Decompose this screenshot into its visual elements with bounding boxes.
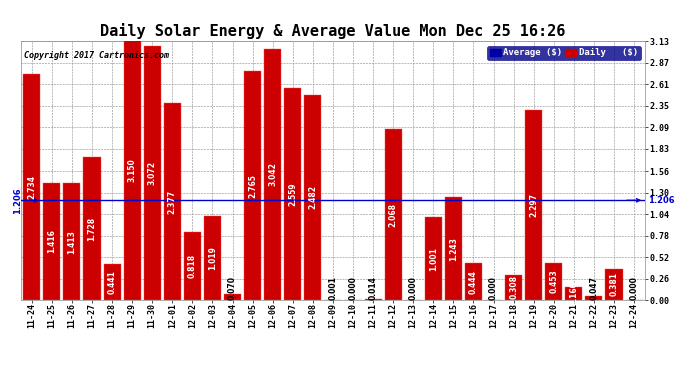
Bar [284,88,302,300]
Text: 0.000: 0.000 [629,276,639,300]
Bar [445,197,462,300]
Legend: Average ($), Daily   ($): Average ($), Daily ($) [487,46,640,60]
Text: 1.001: 1.001 [428,247,438,270]
Bar [264,48,282,300]
Bar [304,95,322,300]
Text: 2.734: 2.734 [27,175,37,199]
Bar [606,268,622,300]
Bar [585,296,602,300]
Bar [104,264,121,300]
Bar [565,287,582,300]
Text: 0.001: 0.001 [328,276,337,300]
Text: 2.297: 2.297 [529,193,538,217]
Title: Daily Solar Energy & Average Value Mon Dec 25 16:26: Daily Solar Energy & Average Value Mon D… [100,23,566,39]
Bar [224,294,241,300]
Bar [164,104,181,300]
Bar [545,262,562,300]
Text: 0.000: 0.000 [348,276,357,300]
Text: Copyright 2017 Cartronics.com: Copyright 2017 Cartronics.com [24,51,169,60]
Text: 2.068: 2.068 [388,202,397,226]
Text: 3.072: 3.072 [148,161,157,185]
Text: 3.042: 3.042 [268,162,277,186]
Bar [505,274,522,300]
Bar [63,183,81,300]
Text: 2.559: 2.559 [288,182,297,206]
Bar [23,74,40,300]
Text: 1.206: 1.206 [648,196,675,205]
Text: 3.150: 3.150 [128,158,137,182]
Bar [43,183,60,300]
Text: 0.444: 0.444 [469,270,478,294]
Text: 1.728: 1.728 [88,216,97,241]
Bar [465,263,482,300]
Bar [525,110,542,300]
Text: 2.377: 2.377 [168,190,177,214]
Text: 0.014: 0.014 [368,276,377,300]
Text: 0.070: 0.070 [228,276,237,300]
Text: 0.047: 0.047 [589,276,598,300]
Text: 1.019: 1.019 [208,246,217,270]
Text: 1.206: 1.206 [13,187,22,214]
Text: 0.000: 0.000 [489,276,498,300]
Bar [83,157,101,300]
Text: 2.765: 2.765 [248,174,257,198]
Bar [244,71,261,300]
Text: 1.413: 1.413 [68,230,77,254]
Text: 0.441: 0.441 [108,270,117,294]
Text: 0.000: 0.000 [408,276,417,300]
Text: 1.416: 1.416 [48,230,57,254]
Text: 0.381: 0.381 [609,272,618,296]
Text: 0.453: 0.453 [549,269,558,293]
Bar [144,46,161,300]
Text: 0.160: 0.160 [569,282,578,305]
Text: 0.308: 0.308 [509,275,518,299]
Text: 1.243: 1.243 [449,237,458,261]
Bar [184,232,201,300]
Bar [384,129,402,300]
Bar [124,40,141,300]
Text: 0.818: 0.818 [188,254,197,278]
Bar [204,216,221,300]
Bar [364,299,382,300]
Text: 2.482: 2.482 [308,185,317,209]
Bar [425,217,442,300]
